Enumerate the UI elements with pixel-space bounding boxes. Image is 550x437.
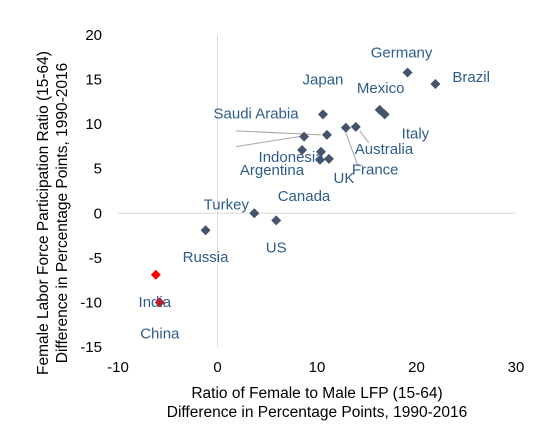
y-tick-label: 10 [85,116,102,133]
x-tick-label: 30 [508,359,525,376]
point-germany [402,67,413,78]
point-brazil [430,79,441,90]
label-brazil: Brazil [452,69,490,86]
label-us: US [266,239,287,256]
y-tick-label: -10 [80,294,102,311]
y-tick-label: 0 [94,205,102,222]
leader-line-saudi-arabia [235,136,300,148]
label-argentina: Argentina [240,162,305,179]
y-tick-label: -15 [80,339,102,356]
point-canada [314,154,325,165]
label-japan: Japan [303,71,344,88]
y-axis-title-line1: Female Labor Force Participation Ratio (… [35,51,52,375]
point-italy [379,109,390,120]
x-axis-title-line1: Ratio of Female to Male LFP (15-64) [191,385,442,402]
y-tick-label: -5 [89,250,102,267]
y-tick-label: 15 [85,72,102,89]
leader-lines [235,130,370,167]
y-tick-label: 20 [85,27,102,44]
data-points [150,67,441,308]
label-saudi-arabia: Saudi Arabia [214,106,300,123]
label-germany: Germany [371,44,433,61]
point-china [154,297,165,308]
label-turkey: Turkey [204,196,250,213]
x-tick-label: 0 [213,359,221,376]
label-russia: Russia [183,249,230,266]
label-china: China [140,325,180,342]
point-indonesia [297,144,308,155]
label-uk: UK [334,170,355,187]
point-australia [350,121,361,132]
label-australia: Australia [355,141,414,158]
label-india: India [139,294,172,311]
point-india [150,269,161,280]
point-us [271,215,282,226]
point-turkey [249,208,260,219]
point-saudi-arabia [299,131,310,142]
leader-line-australia [359,130,370,144]
x-axis-title-line2: Difference in Percentage Points, 1990-20… [167,404,467,421]
y-tick-label: 5 [94,161,102,178]
tick-labels: -10 0 10 20 30 -15 -10 -5 0 5 10 15 20 [80,27,524,376]
point-france [340,122,351,133]
leader-line-left [235,130,321,136]
point-unlabeled [321,129,332,140]
point-japan [317,109,328,120]
leader-line-france [345,132,363,167]
x-tick-label: -10 [107,359,129,376]
axes [118,35,516,347]
point-uk [323,153,334,164]
point-argentina [315,146,326,157]
label-mexico: Mexico [357,80,405,97]
label-italy: Italy [402,125,430,142]
label-france: France [352,162,399,179]
point-russia [200,225,211,236]
data-labels: Germany Brazil Japan Saudi Arabia Mexico Ital… [139,44,490,342]
y-axis-title-line2: Difference in Percentage Points, 1990-20… [54,63,71,363]
x-tick-label: 10 [309,359,326,376]
x-tick-label: 20 [408,359,425,376]
label-indonesia: Indonesia [259,149,325,166]
label-canada: Canada [278,188,331,205]
